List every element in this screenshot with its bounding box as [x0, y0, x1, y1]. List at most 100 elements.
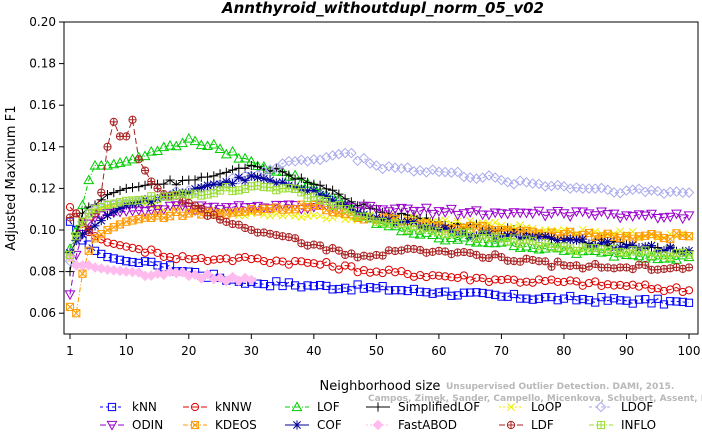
legend-item-odin: ODIN	[100, 418, 163, 432]
point-knnw	[334, 265, 343, 274]
point-odin	[158, 205, 170, 216]
point-knnw	[247, 255, 256, 264]
point-inflo	[72, 232, 81, 241]
point-ldf	[265, 229, 275, 238]
point-knn	[259, 279, 268, 289]
point-knn	[641, 295, 650, 304]
point-odin	[164, 201, 176, 212]
point-lof	[202, 140, 214, 151]
point-ldf	[497, 252, 506, 262]
point-odin	[139, 207, 151, 217]
point-odin	[377, 205, 389, 216]
y-axis-title: Adjusted Maximum F1	[4, 106, 19, 251]
point-ldof	[602, 184, 614, 196]
point-knn	[466, 288, 475, 297]
legend-label: KDEOS	[215, 418, 257, 432]
point-kdeos	[78, 269, 87, 278]
point-ldf	[197, 204, 206, 213]
point-odin	[464, 208, 476, 218]
legend-item-simplifiedlof: SimplifiedLOF	[366, 400, 480, 414]
point-ldf	[578, 264, 587, 273]
point-cof	[259, 174, 269, 184]
point-knn	[253, 279, 262, 288]
legend-item-fastabod: FastABOD	[366, 418, 457, 432]
point-knn	[672, 297, 681, 306]
y-tick-label: 0.18	[29, 57, 56, 71]
point-knn	[609, 294, 619, 303]
point-knnw	[140, 248, 150, 257]
y-tick-label: 0.20	[29, 15, 56, 29]
point-knnw	[297, 257, 306, 266]
point-inflo	[322, 197, 331, 206]
point-knn	[316, 280, 325, 290]
point-ldof	[596, 182, 607, 194]
point-knnw	[159, 252, 168, 261]
point-fastabod	[221, 275, 232, 287]
point-ldof	[371, 160, 382, 171]
point-ldf	[672, 263, 681, 272]
point-odin	[489, 208, 501, 219]
legend-label: LDF	[531, 418, 554, 432]
point-knn	[666, 297, 675, 306]
point-knnw	[228, 256, 237, 266]
point-simplifiedlof	[202, 172, 213, 182]
point-ldf	[459, 247, 469, 257]
point-ldof	[471, 173, 482, 185]
point-knnw	[534, 275, 544, 284]
point-inflo	[466, 228, 475, 237]
point-ldof	[389, 162, 401, 173]
x-tick-label: 60	[431, 344, 446, 358]
point-ldf	[134, 155, 143, 164]
point-knn	[503, 292, 512, 301]
point-knn	[491, 290, 500, 300]
point-knn	[353, 280, 362, 289]
point-knn	[359, 284, 368, 293]
point-ldof	[321, 151, 332, 163]
point-simplifiedlof	[115, 185, 125, 196]
series-knnw	[65, 203, 694, 297]
point-knnw	[272, 256, 281, 265]
point-ldof	[289, 156, 301, 167]
point-odin	[458, 209, 470, 219]
point-odin	[520, 208, 532, 219]
point-knnw	[591, 277, 600, 286]
point-odin	[502, 209, 514, 220]
point-ldf	[547, 262, 556, 271]
point-ldof	[533, 178, 545, 190]
x-tick-label: 50	[369, 344, 384, 358]
point-knn	[384, 286, 393, 295]
point-knnw	[609, 281, 619, 290]
point-fastabod	[214, 272, 226, 284]
point-knn	[434, 288, 443, 297]
point-simplifiedlof	[134, 182, 144, 192]
point-knnw	[684, 286, 694, 295]
point-lof	[227, 145, 239, 156]
point-loop	[491, 218, 500, 227]
point-knn	[622, 296, 631, 305]
point-ldof	[264, 164, 276, 176]
point-knn	[416, 287, 425, 296]
point-odin	[602, 210, 614, 220]
point-simplifiedlof	[221, 167, 231, 177]
point-odin	[495, 209, 507, 219]
x-tick-label: 70	[494, 344, 509, 358]
point-knnw	[422, 272, 431, 282]
point-odin	[527, 209, 539, 220]
point-knn	[653, 294, 662, 303]
legend-marker-odin	[106, 420, 118, 431]
point-inflo	[684, 250, 694, 260]
point-ldf	[622, 263, 631, 272]
point-ldf	[140, 166, 150, 175]
point-ldf	[209, 210, 218, 219]
point-odin	[170, 201, 182, 212]
series-layer	[64, 115, 695, 318]
point-ldf	[366, 252, 375, 261]
point-odin	[564, 212, 576, 223]
point-ldof	[489, 172, 501, 183]
point-odin	[671, 209, 682, 220]
point-lof	[183, 132, 195, 143]
point-fastabod	[246, 274, 257, 286]
point-simplifiedlof	[121, 183, 131, 193]
point-cof	[96, 216, 106, 226]
point-ldf	[334, 246, 343, 255]
